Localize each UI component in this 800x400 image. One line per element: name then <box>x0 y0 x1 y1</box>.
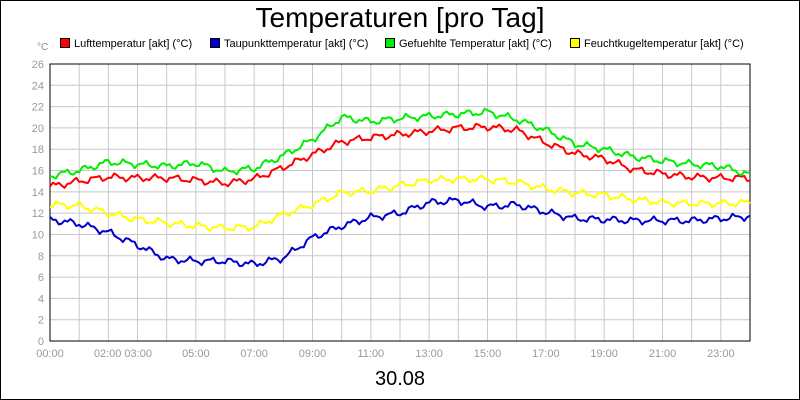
legend-swatch-blue <box>210 38 220 48</box>
x-tick-label: 21:00 <box>649 348 677 360</box>
series-line-taupunkttemperatur <box>49 196 751 268</box>
legend-swatch-green <box>385 38 395 48</box>
series-line-feuchtkugeltemperatur <box>49 174 751 232</box>
y-tick-label: 22 <box>32 102 44 114</box>
series-line-lufttemperatur <box>49 122 751 189</box>
y-tick-label: 12 <box>32 208 44 220</box>
y-tick-label: 14 <box>32 187 44 199</box>
legend-item-taupunkttemperatur: Taupunkttemperatur [akt] (°C) <box>210 38 368 50</box>
x-tick-label: 02:00 03:00 <box>94 348 152 360</box>
x-axis-date-label: 30.08 <box>374 368 426 390</box>
y-tick-label: 2 <box>38 315 44 327</box>
legend-swatch-yellow <box>570 38 580 48</box>
legend-item-feuchtkugeltemperatur: Feuchtkugeltemperatur [akt] (°C) <box>570 38 744 50</box>
y-tick-label: 0 <box>38 336 44 348</box>
legend-label: Taupunkttemperatur [akt] (°C) <box>224 38 369 50</box>
legend-swatch-red <box>60 38 70 48</box>
x-tick-label: 23:00 <box>707 348 735 360</box>
series-line-gefuehlte-temperatur <box>49 107 751 180</box>
legend-label: Feuchtkugeltemperatur [akt] (°C) <box>584 38 744 50</box>
x-tick-label: 07:00 <box>240 348 268 360</box>
x-tick-label: 09:00 <box>299 348 327 360</box>
y-tick-label: 16 <box>32 166 44 178</box>
legend-item-gefuehlte-temperatur: Gefuehlte Temperatur [akt] (°C) <box>385 38 552 50</box>
y-tick-label: 4 <box>38 293 44 305</box>
x-tick-label: 19:00 <box>590 348 618 360</box>
y-tick-label: 18 <box>32 144 44 156</box>
legend-label: Gefuehlte Temperatur [akt] (°C) <box>399 38 552 50</box>
x-tick-label: 00:00 <box>36 348 64 360</box>
y-tick-label: 8 <box>38 251 44 263</box>
x-tick-label: 15:00 <box>474 348 502 360</box>
legend-item-lufttemperatur: Lufttemperatur [akt] (°C) <box>60 38 192 50</box>
y-tick-label: 10 <box>32 229 44 241</box>
chart-title: Temperaturen [pro Tag] <box>255 2 545 33</box>
x-tick-label: 13:00 <box>415 348 443 360</box>
y-tick-label: 6 <box>38 272 44 284</box>
x-tick-label: 11:00 <box>357 348 384 360</box>
y-tick-label: 26 <box>32 59 44 71</box>
legend-label: Lufttemperatur [akt] (°C) <box>74 38 193 50</box>
y-tick-label: 20 <box>32 123 44 135</box>
x-tick-label: 05:00 <box>182 348 210 360</box>
y-tick-label: 24 <box>32 80 44 92</box>
y-axis-unit-label: °C <box>37 42 49 53</box>
x-tick-label: 17:00 <box>532 348 560 360</box>
